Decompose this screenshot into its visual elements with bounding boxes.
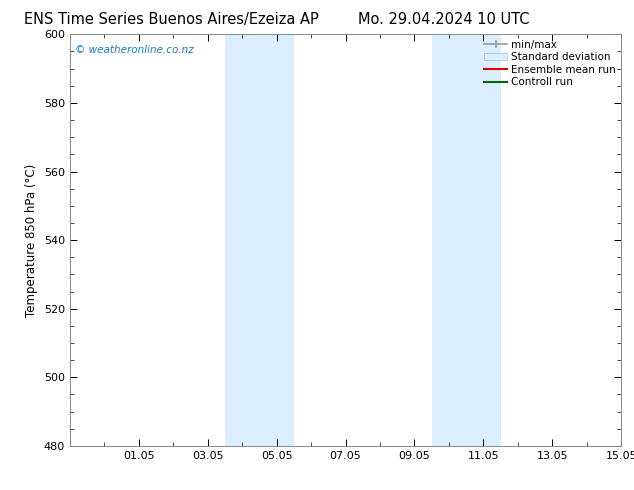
Bar <box>432 34 501 446</box>
Legend: min/max, Standard deviation, Ensemble mean run, Controll run: min/max, Standard deviation, Ensemble me… <box>481 36 619 91</box>
Y-axis label: Temperature 850 hPa (°C): Temperature 850 hPa (°C) <box>25 164 38 317</box>
Bar <box>225 34 294 446</box>
Text: Mo. 29.04.2024 10 UTC: Mo. 29.04.2024 10 UTC <box>358 12 529 27</box>
Text: © weatheronline.co.nz: © weatheronline.co.nz <box>75 45 194 54</box>
Text: ENS Time Series Buenos Aires/Ezeiza AP: ENS Time Series Buenos Aires/Ezeiza AP <box>24 12 318 27</box>
